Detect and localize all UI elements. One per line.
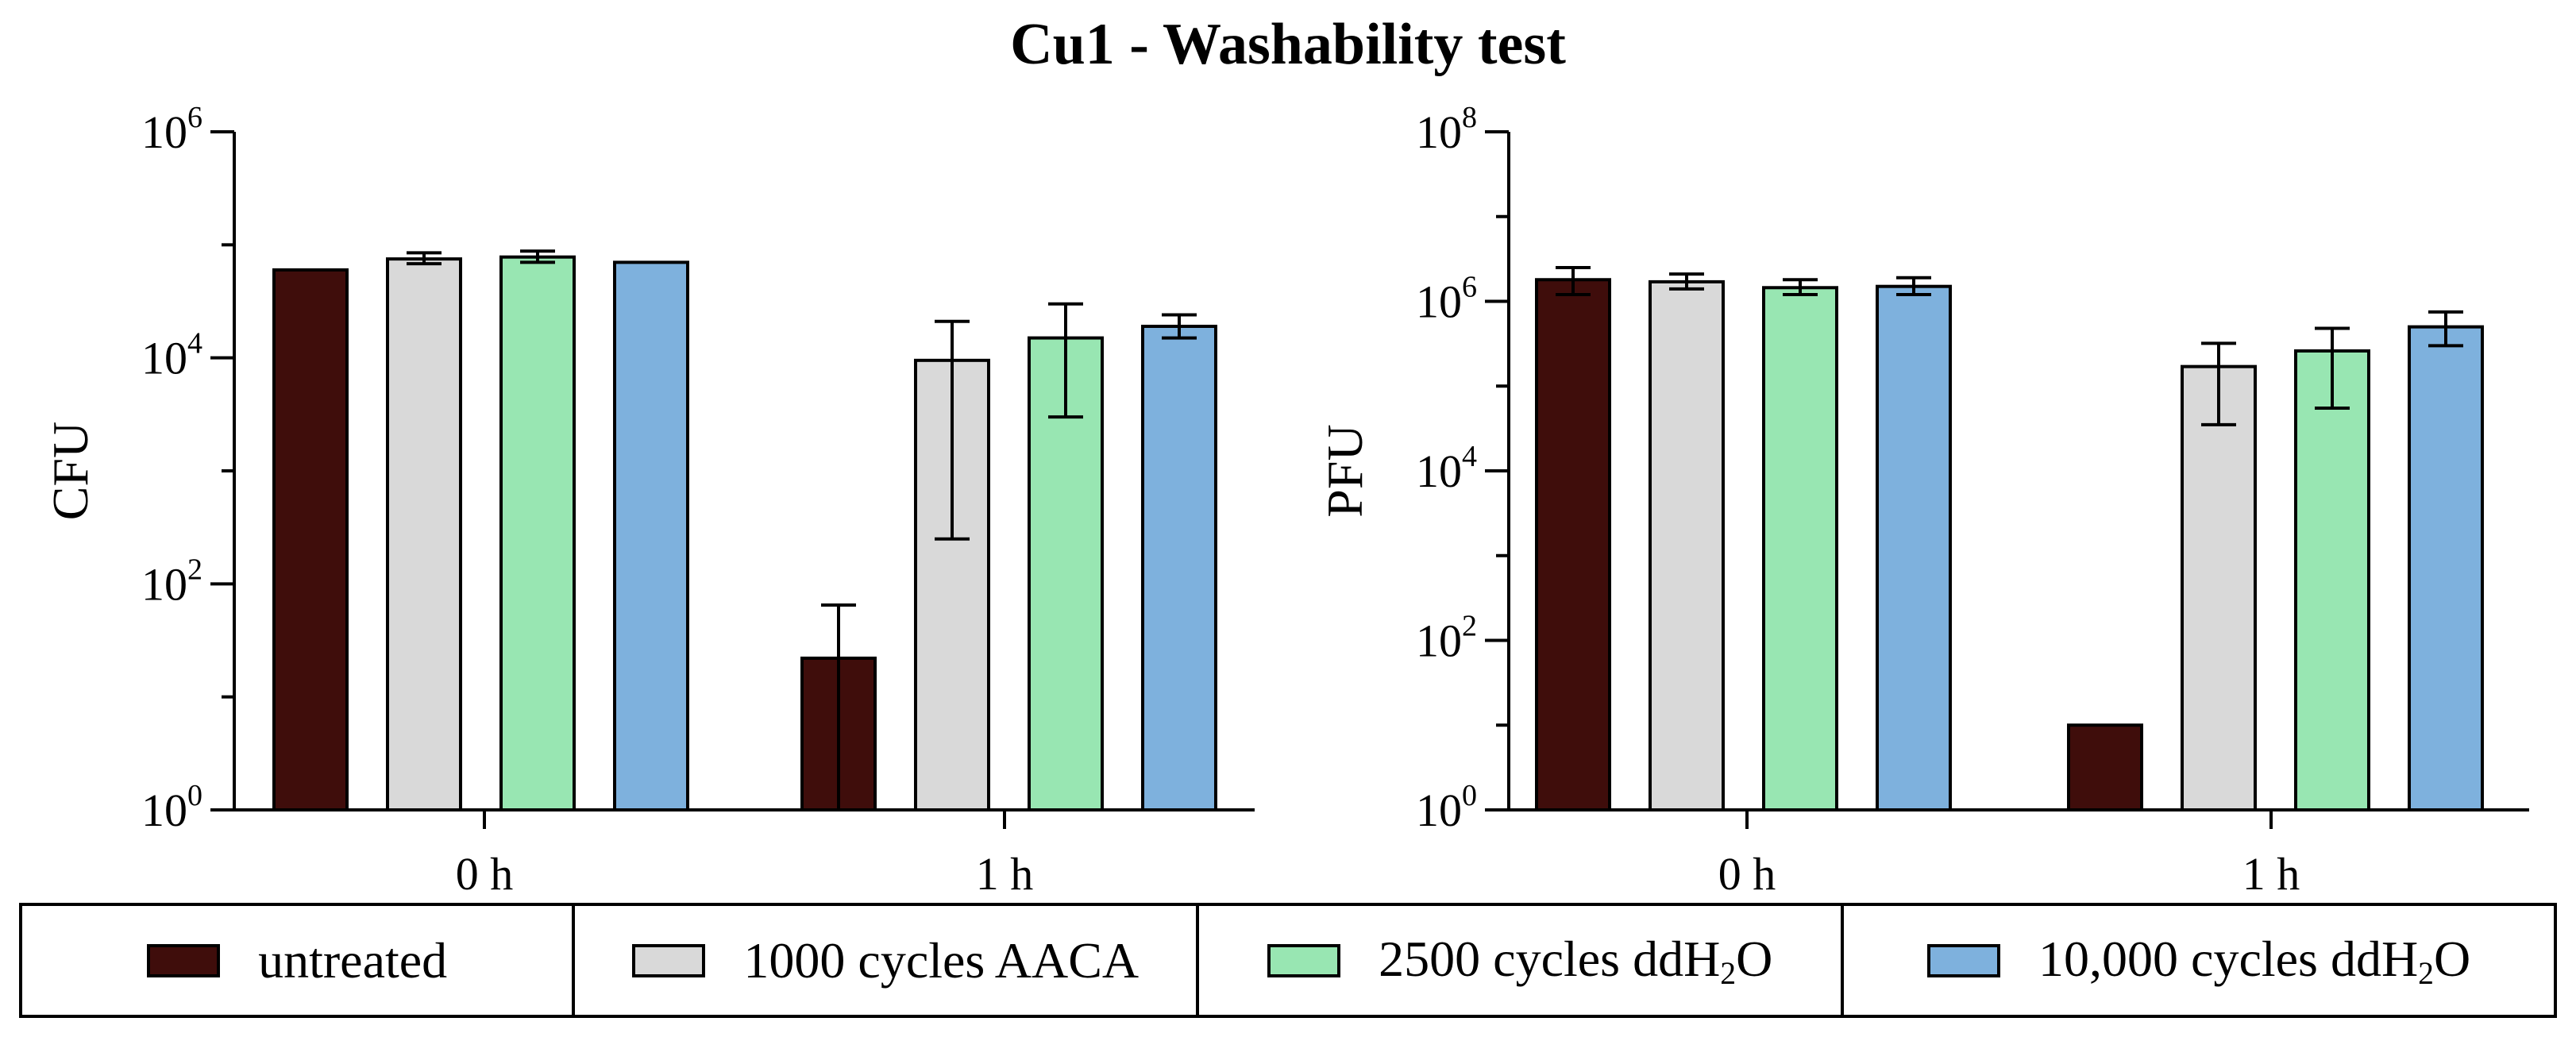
bar-untreated-1 <box>2067 723 2143 811</box>
error-bar-water10000-1 <box>2428 310 2463 348</box>
bar-aaca-1 <box>2181 364 2257 811</box>
x-tick-label: 0 h <box>1718 848 1776 900</box>
y-axis-label: CFU <box>42 422 98 521</box>
error-bar-water10000-1 <box>1162 313 1197 340</box>
y-tick-label: 106 <box>141 101 202 158</box>
chart-title: Cu1 - Washability test <box>1010 12 1566 77</box>
chart-panel-cfu: 100 102 104 106 0 h 1 h CFU <box>42 101 1255 900</box>
error-bar-aaca-0 <box>1669 272 1704 291</box>
chart-panel-pfu: 100 102 104 106 108 0 h 1 h PFU <box>1317 101 2529 900</box>
bar-water10000-0 <box>1876 284 1952 811</box>
legend-item-aaca: 1000 cycles AACA <box>572 906 1196 1015</box>
bar-untreated-0 <box>272 268 349 812</box>
bar-water2500-0 <box>499 255 576 811</box>
legend-swatch <box>1267 943 1341 977</box>
error-bar-untreated-0 <box>1556 266 1591 297</box>
legend-swatch <box>147 943 221 977</box>
error-bar-aaca-1 <box>2201 341 2236 426</box>
bar-aaca-0 <box>386 257 462 811</box>
legend-item-water2500: 2500 cycles ddH2O <box>1196 906 1841 1015</box>
y-tick-label: 100 <box>141 779 202 836</box>
y-axis-label: PFU <box>1317 424 1373 517</box>
legend-label: 1000 cycles AACA <box>743 931 1140 989</box>
error-bar-water2500-0 <box>520 249 555 264</box>
y-tick-label: 108 <box>1416 101 1477 158</box>
bar-water10000-0 <box>613 260 689 811</box>
y-tick-label: 104 <box>141 327 202 384</box>
bar-untreated-0 <box>1535 278 1611 812</box>
error-bar-water2500-1 <box>1048 302 1083 419</box>
legend: untreated 1000 cycles AACA 2500 cycles ddH… <box>19 903 2557 1018</box>
x-tick-label: 1 h <box>2242 848 2300 900</box>
y-tick-label: 100 <box>1416 779 1477 836</box>
bar-water2500-1 <box>2294 349 2370 811</box>
y-tick-label: 102 <box>141 553 202 610</box>
y-tick-label: 104 <box>1416 440 1477 497</box>
error-bar-water10000-0 <box>1896 276 1931 297</box>
bar-water10000-1 <box>2408 325 2484 811</box>
legend-label: 10,000 cycles ddH2O <box>2038 930 2471 991</box>
error-bar-aaca-0 <box>407 251 442 266</box>
legend-item-water10000: 10,000 cycles ddH2O <box>1841 906 2554 1015</box>
error-bar-water2500-1 <box>2315 326 2350 410</box>
error-bar-water2500-0 <box>1783 278 1818 297</box>
x-tick-label: 0 h <box>456 848 514 900</box>
y-tick-label: 106 <box>1416 271 1477 328</box>
error-bar-aaca-1 <box>935 319 970 541</box>
bar-water10000-1 <box>1141 324 1217 811</box>
legend-swatch <box>1927 943 2001 977</box>
legend-item-untreated: untreated <box>22 906 572 1015</box>
legend-swatch <box>632 943 706 977</box>
legend-label: untreated <box>258 931 448 989</box>
bar-water2500-0 <box>1762 286 1838 811</box>
bar-aaca-0 <box>1649 279 1725 811</box>
y-tick-label: 102 <box>1416 610 1477 667</box>
x-tick-label: 1 h <box>976 848 1034 900</box>
legend-label: 2500 cycles ddH2O <box>1379 930 1773 991</box>
